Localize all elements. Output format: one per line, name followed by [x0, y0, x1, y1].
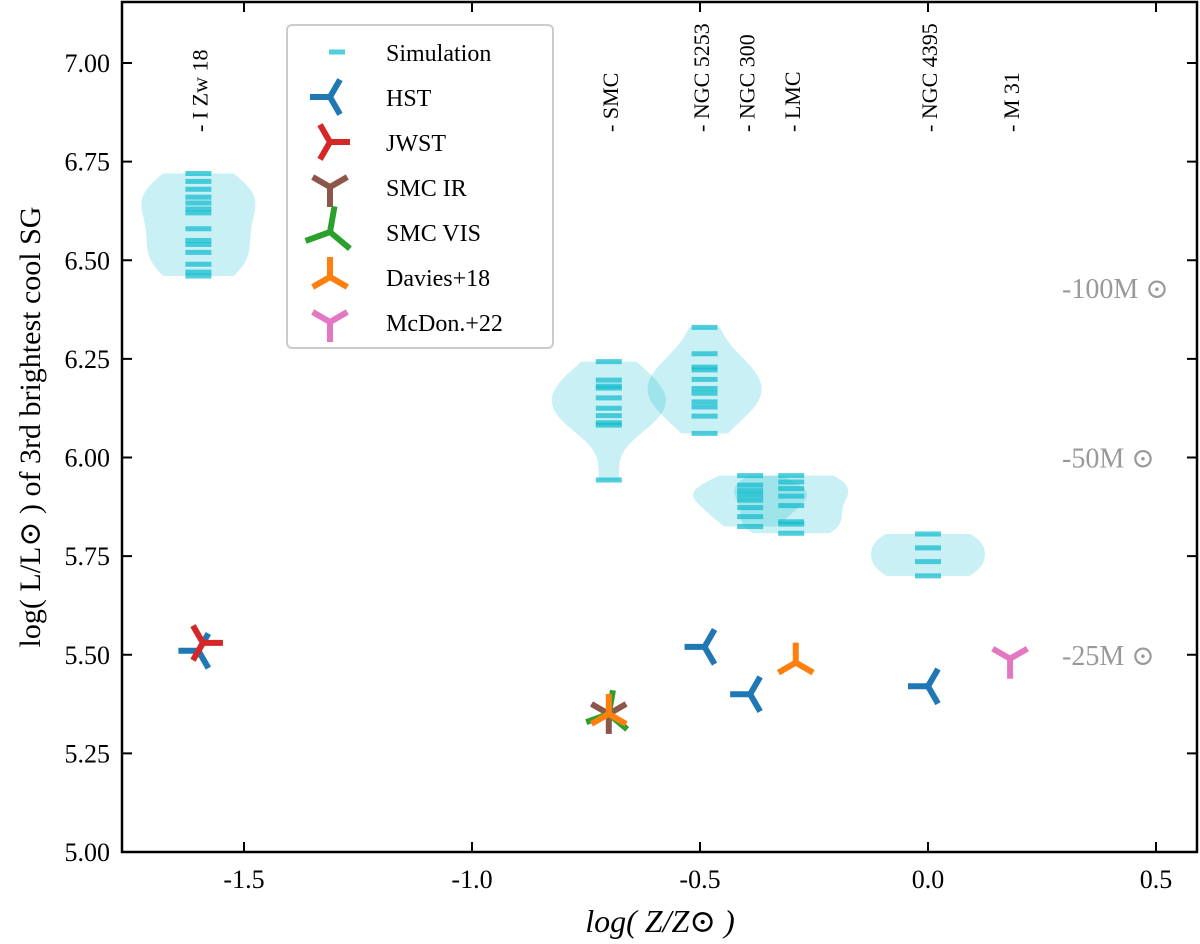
marker-arm — [701, 645, 718, 666]
marker-arm — [317, 123, 333, 144]
galaxy-label: - NGC 5253 — [689, 23, 714, 132]
y-tick-label: 5.00 — [65, 838, 111, 867]
x-tick-label: 0.0 — [912, 865, 945, 894]
mass-labels: -100M ⊙ -50M ⊙ -25M ⊙ — [1062, 274, 1169, 672]
marker-arm — [311, 274, 332, 290]
axis-ticks: -1.5 -1.0 -0.5 0.0 0.5 5.00 5.25 5.50 5.75 6.00 6.… — [65, 2, 1197, 894]
marker-arm — [925, 684, 941, 706]
legend-davies-18-icon — [311, 257, 349, 290]
y-tick-label: 6.00 — [65, 444, 111, 473]
legend-label: SMC VIS — [386, 221, 481, 247]
legend-mcdon-22-icon — [311, 309, 349, 342]
marker-hst — [730, 675, 763, 714]
marker-arm — [304, 229, 332, 244]
marker-arm — [317, 140, 333, 161]
marker-arm — [589, 711, 611, 727]
marker-arm — [991, 646, 1012, 662]
mass-label: -50M ⊙ — [1062, 444, 1155, 475]
galaxy-label: - NGC 300 — [735, 34, 760, 132]
marker-hst — [684, 628, 718, 666]
marker-arm — [311, 174, 332, 190]
y-tick-label: 5.25 — [65, 739, 111, 768]
mass-label: -25M ⊙ — [1062, 641, 1155, 672]
legend-label: Davies+18 — [386, 266, 490, 292]
marker-arm — [190, 624, 206, 645]
y-tick-label: 7.00 — [65, 49, 111, 78]
plot-frame — [120, 0, 1199, 854]
marker-arm — [776, 660, 798, 676]
x-tick-label: -1.0 — [451, 865, 492, 894]
marker-arm — [328, 229, 352, 252]
legend-label: McDon.+22 — [386, 311, 503, 337]
marker-arm — [328, 174, 349, 190]
legend-jwst-icon — [317, 123, 350, 161]
x-tick-label: -0.5 — [679, 865, 720, 894]
legend-frame — [286, 24, 554, 349]
marker-mcdon-22 — [991, 646, 1029, 679]
marker-arm — [328, 274, 349, 290]
galaxy-label: - LMC — [780, 72, 805, 133]
y-tick-label: 5.50 — [65, 641, 111, 670]
violin-body — [871, 534, 985, 576]
y-tick-label: 5.75 — [65, 542, 111, 571]
marker-arm — [327, 78, 343, 99]
x-tick-label: 0.5 — [1140, 865, 1173, 894]
legend-hst-icon — [310, 78, 343, 116]
marker-arm — [327, 95, 343, 116]
mass-label: -100M ⊙ — [1062, 274, 1169, 305]
violin-body — [141, 173, 256, 277]
x-tick-label: -1.5 — [223, 865, 264, 894]
marker-arm — [327, 205, 338, 233]
marker-davies-18 — [776, 642, 815, 676]
marker-arm — [1008, 646, 1029, 662]
legend: Simulation HST JWST SMC IR SMC VIS Davies+18 M… — [286, 24, 554, 349]
y-tick-label: 6.75 — [65, 148, 111, 177]
galaxy-label: - SMC — [598, 73, 623, 132]
marker-davies-18 — [589, 693, 628, 727]
galaxy-label: - I Zw 18 — [187, 50, 212, 132]
legend-label: HST — [386, 86, 432, 112]
marker-arm — [701, 628, 718, 649]
marker-arm — [747, 675, 763, 696]
marker-arm — [190, 641, 206, 662]
marker-arm — [328, 309, 349, 325]
violins — [141, 170, 985, 579]
legend-smc-ir-icon — [311, 174, 349, 207]
marker-arm — [311, 309, 332, 325]
legend-label: Simulation — [386, 41, 491, 67]
legend-label: JWST — [386, 131, 446, 157]
y-axis-label: log( L/L⊙ ) of 3rd brightest cool SG — [14, 207, 47, 648]
galaxy-label: - M 31 — [999, 72, 1024, 132]
y-tick-label: 6.50 — [65, 246, 111, 275]
galaxy-labels: - I Zw 18 - SMC - NGC 5253 - NGC 300 - LMC - … — [187, 23, 1024, 132]
y-tick-label: 6.25 — [65, 345, 111, 374]
marker-hst — [908, 667, 941, 706]
marker-jwst — [190, 624, 223, 662]
marker-arm — [794, 660, 815, 676]
marker-arm — [607, 711, 628, 727]
x-axis-label: log( Z/Z⊙ ) — [585, 903, 735, 939]
marker-arm — [925, 667, 941, 688]
legend-label: SMC IR — [386, 176, 467, 202]
galaxy-label: - NGC 4395 — [917, 23, 942, 132]
markers — [178, 624, 1029, 734]
legend-smc-vis-icon — [304, 205, 352, 252]
marker-arm — [747, 692, 763, 714]
